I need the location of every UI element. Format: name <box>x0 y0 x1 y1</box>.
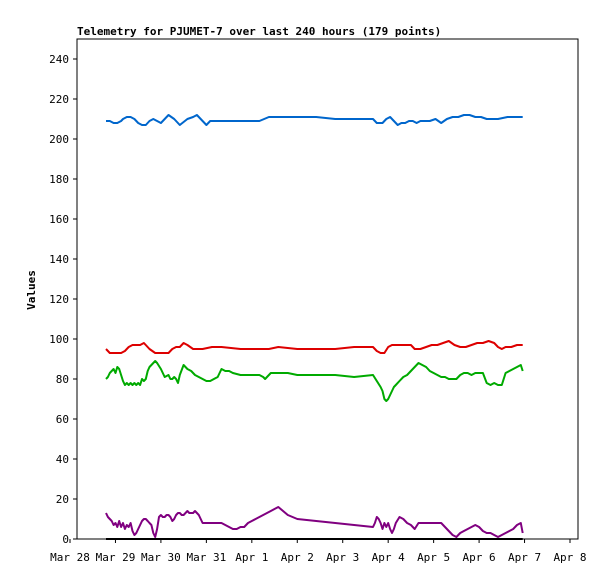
series-layer <box>105 114 524 540</box>
series-line-2 <box>105 340 523 354</box>
y-tick-label: 200 <box>49 133 69 146</box>
chart-title: Telemetry for PJUMET-7 over last 240 hou… <box>77 25 441 38</box>
y-tick-label: 160 <box>49 213 69 226</box>
y-tick-label: 60 <box>56 413 69 426</box>
x-tick-label: Mar 30 <box>141 551 181 564</box>
y-axis: 0 20 40 60 80 100 120 140 160 180 200 220 240 <box>49 53 77 546</box>
y-tick-label: 220 <box>49 93 69 106</box>
y-tick-label: 240 <box>49 53 69 66</box>
x-tick-label: Mar 29 <box>96 551 136 564</box>
x-tick-label: Apr 5 <box>417 551 450 564</box>
y-tick-label: 40 <box>56 453 69 466</box>
y-tick-label: 140 <box>49 253 69 266</box>
x-tick-label: Mar 28 <box>50 551 90 564</box>
y-tick-label: 20 <box>56 493 69 506</box>
x-tick-label: Apr 6 <box>463 551 496 564</box>
y-tick-label: 180 <box>49 173 69 186</box>
series-line-3 <box>105 360 524 402</box>
y-axis-label: Values <box>25 270 38 310</box>
x-tick-label: Apr 3 <box>326 551 359 564</box>
y-tick-label: 0 <box>62 533 69 546</box>
plot-frame <box>76 38 579 540</box>
plot-border <box>76 38 579 540</box>
x-tick-label: Apr 1 <box>235 551 268 564</box>
x-tick-label: Apr 4 <box>372 551 405 564</box>
y-tick-label: 120 <box>49 293 69 306</box>
x-tick-label: Apr 2 <box>281 551 314 564</box>
x-tick-label: Apr 8 <box>553 551 586 564</box>
y-tick-label: 80 <box>56 373 69 386</box>
y-tick-label: 100 <box>49 333 69 346</box>
series-line-1 <box>106 114 523 126</box>
series-line-4 <box>105 506 524 538</box>
x-tick-label: Apr 7 <box>508 551 541 564</box>
x-axis: Mar 28 Mar 29 Mar 30 Mar 31 Apr 1 Apr 2 Apr 3 A… <box>50 539 587 564</box>
x-tick-label: Mar 31 <box>186 551 226 564</box>
